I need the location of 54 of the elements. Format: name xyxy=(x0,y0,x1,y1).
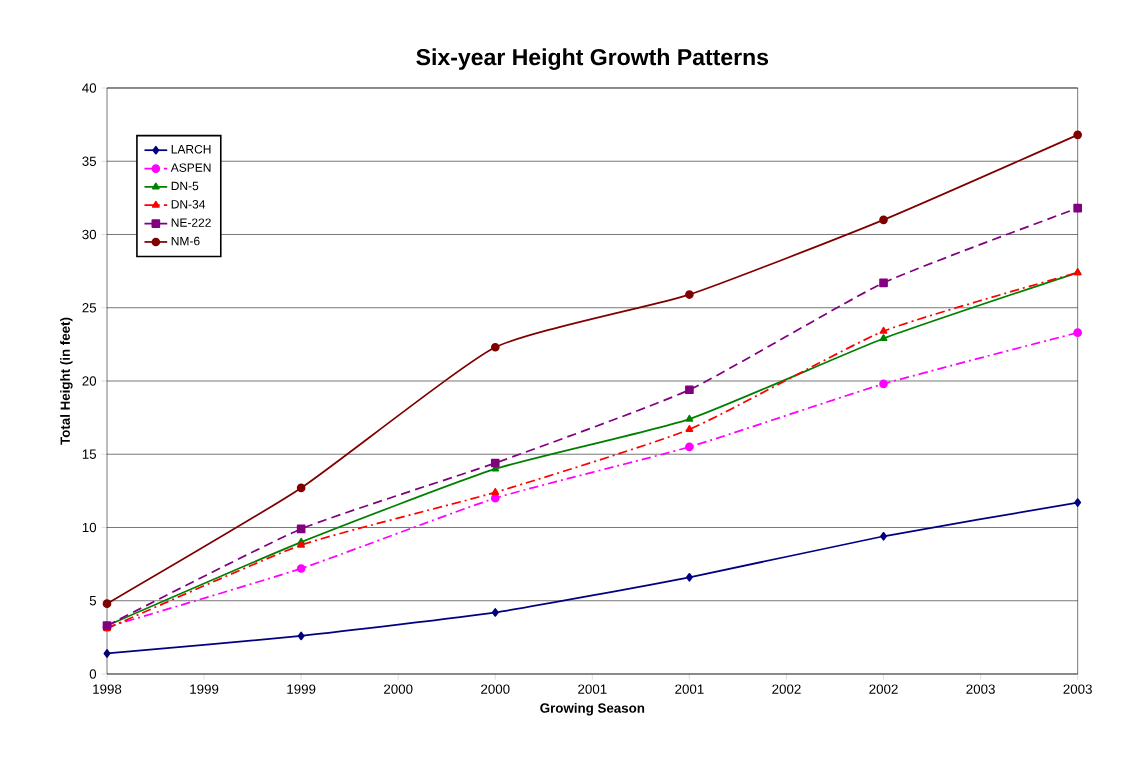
y-tick-label: 25 xyxy=(82,303,97,313)
legend-label: DN-34 xyxy=(171,200,206,209)
x-tick-label: 2003 xyxy=(966,684,995,694)
y-tick-label: 30 xyxy=(82,229,97,240)
point xyxy=(490,458,500,468)
x-tick-label: 2003 xyxy=(1063,684,1092,694)
x-tick-label: 2001 xyxy=(578,684,607,694)
legend-label: NM-6 xyxy=(171,236,200,246)
y-tick-label: 35 xyxy=(82,156,97,166)
x-tick-label: 1999 xyxy=(190,684,219,694)
point xyxy=(685,572,693,582)
x-tick-label: 2002 xyxy=(869,684,898,694)
x-tick-label: 2000 xyxy=(481,684,510,694)
legend-label: LARCH xyxy=(171,145,211,154)
point xyxy=(296,483,306,493)
x-tick-label: 2000 xyxy=(384,684,413,694)
point xyxy=(297,631,305,641)
point xyxy=(685,290,694,299)
point xyxy=(879,215,888,225)
point xyxy=(1074,498,1082,507)
point xyxy=(491,487,500,495)
legend-label: NE-222 xyxy=(171,218,211,227)
y-tick-label: 40 xyxy=(82,83,97,93)
legend-label: DN-5 xyxy=(171,181,199,191)
point xyxy=(685,385,694,395)
point xyxy=(685,414,694,422)
legend-label: ASPEN xyxy=(170,163,211,172)
point xyxy=(1073,328,1083,337)
point xyxy=(296,564,306,573)
y-tick-label: 0 xyxy=(89,669,97,679)
y-tick-label: 5 xyxy=(89,596,97,606)
point xyxy=(491,608,499,617)
chart-title: Six-year Height Growth Patterns xyxy=(416,48,769,70)
point xyxy=(879,334,888,342)
y-tick-label: 10 xyxy=(82,522,97,533)
point xyxy=(879,326,888,334)
x-axis-title: Growing Season xyxy=(540,702,645,716)
point xyxy=(1073,203,1083,213)
x-tick-label: 1998 xyxy=(93,684,122,694)
y-axis-title: Total Height (in feet) xyxy=(60,317,73,445)
point xyxy=(490,342,500,352)
y-tick-label: 15 xyxy=(82,449,97,459)
point xyxy=(685,442,694,452)
x-tick-label: 1999 xyxy=(287,684,316,694)
point xyxy=(1073,130,1083,140)
x-tick-label: 2002 xyxy=(772,684,801,694)
point xyxy=(879,278,888,288)
point xyxy=(880,531,888,541)
x-tick-label: 2001 xyxy=(675,684,704,694)
y-tick-label: 20 xyxy=(82,376,97,386)
point xyxy=(102,599,112,608)
point xyxy=(103,649,111,658)
point xyxy=(879,379,888,389)
point xyxy=(685,425,694,432)
